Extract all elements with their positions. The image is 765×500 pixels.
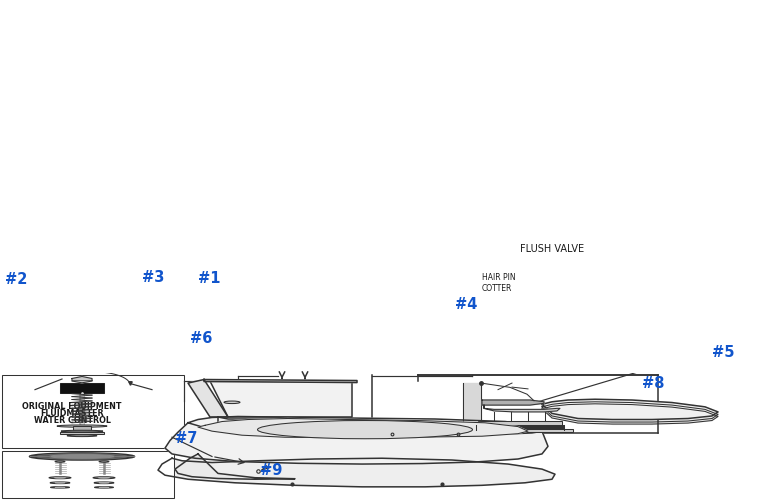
Polygon shape (463, 383, 481, 431)
Polygon shape (672, 402, 705, 411)
Polygon shape (688, 416, 712, 423)
Ellipse shape (93, 476, 115, 478)
Text: #6: #6 (190, 331, 213, 346)
Polygon shape (595, 400, 632, 404)
Polygon shape (72, 376, 92, 383)
Ellipse shape (224, 401, 240, 404)
Bar (2, 375, 184, 448)
Ellipse shape (95, 486, 113, 488)
Text: ORIGINAL EQUIPMENT: ORIGINAL EQUIPMENT (22, 402, 122, 411)
Text: #5: #5 (712, 345, 734, 360)
Polygon shape (712, 412, 718, 420)
Text: #7: #7 (175, 431, 197, 446)
Text: #4: #4 (455, 297, 477, 312)
Ellipse shape (99, 487, 109, 488)
Ellipse shape (57, 425, 107, 427)
Ellipse shape (99, 477, 109, 478)
Text: FLUIDMASTER: FLUIDMASTER (41, 409, 104, 418)
Polygon shape (542, 404, 552, 418)
Text: #9: #9 (260, 464, 282, 478)
Text: #2: #2 (5, 272, 28, 287)
Text: #3: #3 (142, 270, 164, 285)
Text: HAIR PIN
COTTER: HAIR PIN COTTER (482, 274, 516, 293)
Ellipse shape (94, 482, 114, 484)
Ellipse shape (37, 454, 127, 459)
Polygon shape (158, 458, 555, 487)
Bar (60, 432, 104, 434)
Polygon shape (552, 414, 578, 423)
Ellipse shape (55, 461, 65, 462)
Bar (2, 451, 174, 498)
Ellipse shape (61, 430, 103, 432)
Ellipse shape (99, 461, 109, 462)
Ellipse shape (30, 453, 135, 460)
Bar (73, 426, 91, 430)
Polygon shape (542, 402, 552, 409)
Polygon shape (218, 417, 272, 426)
Ellipse shape (54, 477, 66, 478)
Polygon shape (188, 416, 548, 436)
Polygon shape (632, 400, 672, 407)
Text: FLUSH VALVE: FLUSH VALVE (520, 244, 584, 254)
Polygon shape (568, 400, 595, 404)
Ellipse shape (50, 482, 70, 484)
Polygon shape (210, 381, 352, 417)
Ellipse shape (258, 420, 473, 438)
Polygon shape (578, 418, 612, 424)
Bar (60, 382, 104, 393)
Ellipse shape (50, 454, 115, 458)
Text: #8: #8 (642, 376, 665, 390)
Polygon shape (175, 454, 295, 479)
Polygon shape (542, 402, 718, 422)
Polygon shape (542, 400, 718, 419)
Ellipse shape (67, 435, 97, 436)
Bar (476, 425, 564, 430)
Ellipse shape (55, 482, 65, 483)
Polygon shape (204, 380, 357, 382)
Text: #1: #1 (198, 271, 220, 286)
Ellipse shape (55, 487, 65, 488)
Polygon shape (484, 405, 560, 412)
Ellipse shape (50, 486, 70, 488)
Polygon shape (188, 380, 228, 417)
Polygon shape (482, 400, 544, 405)
Polygon shape (612, 420, 652, 424)
Text: WATER CONTROL: WATER CONTROL (34, 416, 110, 425)
Polygon shape (165, 423, 548, 464)
Polygon shape (652, 418, 688, 424)
Bar (467, 429, 573, 432)
Ellipse shape (99, 482, 109, 483)
Polygon shape (705, 407, 718, 416)
Bar (478, 421, 562, 426)
Ellipse shape (49, 476, 71, 478)
Polygon shape (552, 400, 568, 406)
Polygon shape (198, 418, 528, 438)
